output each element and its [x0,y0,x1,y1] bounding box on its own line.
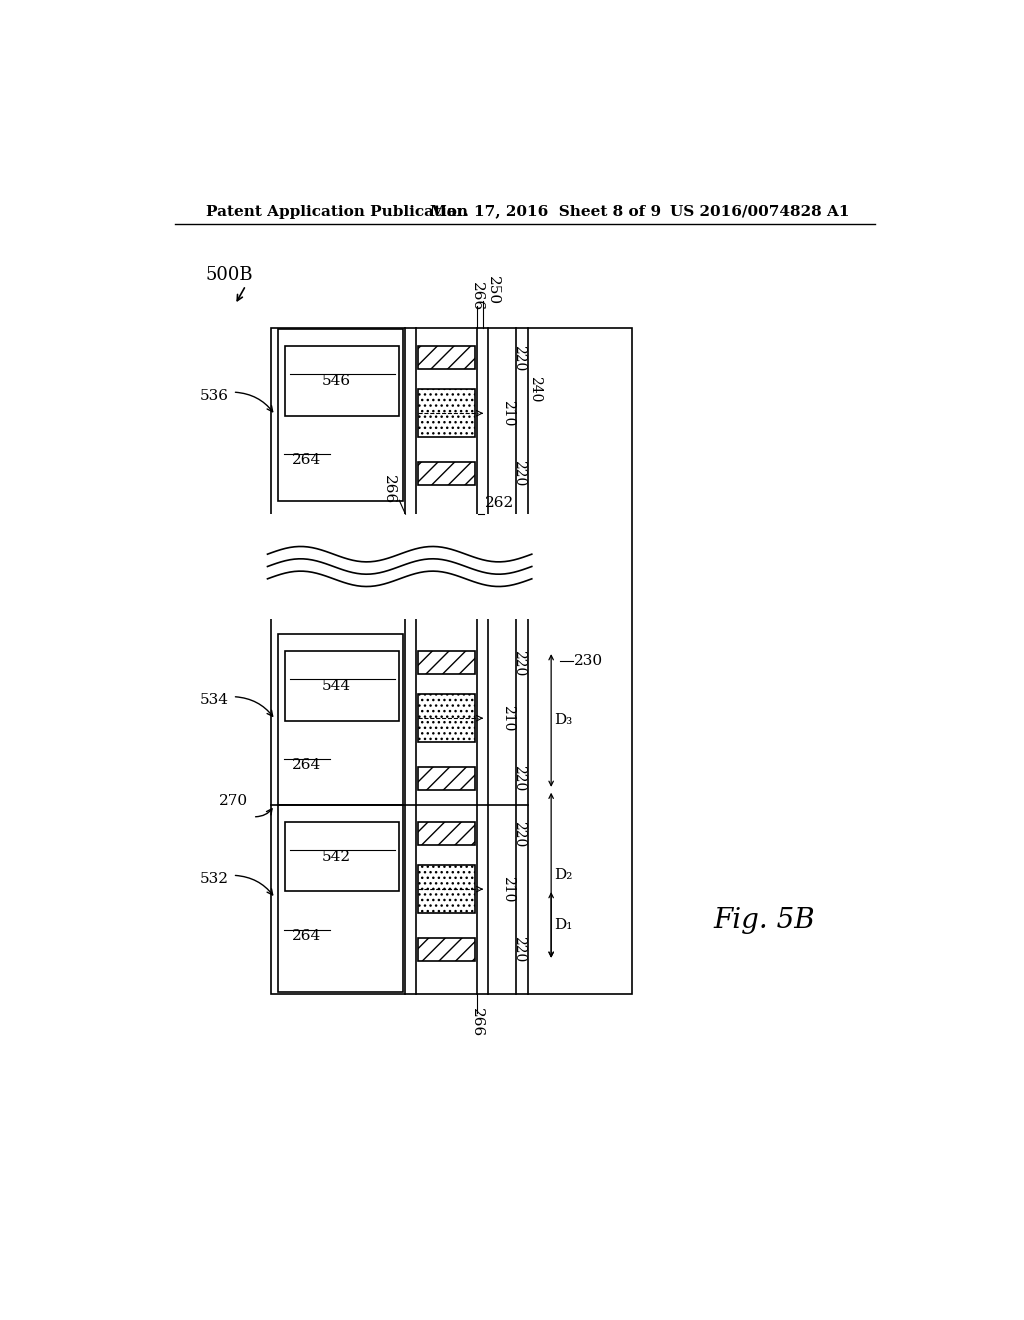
Bar [278,805,403,991]
Text: 220: 220 [512,345,526,371]
Bar [286,822,399,891]
Bar [418,694,475,742]
Bar [418,346,475,370]
Bar [263,515,536,619]
Text: Fig. 5B: Fig. 5B [713,907,815,935]
Bar [418,822,475,845]
Text: D₃: D₃ [554,714,572,727]
Bar [278,330,403,502]
Text: 262: 262 [484,496,514,511]
Text: D₁: D₁ [554,917,572,932]
Bar [286,651,399,721]
Text: Mar. 17, 2016  Sheet 8 of 9: Mar. 17, 2016 Sheet 8 of 9 [430,205,662,219]
Text: Patent Application Publication: Patent Application Publication [206,205,468,219]
Text: 240: 240 [528,376,542,403]
Text: 210: 210 [502,876,515,903]
Text: 210: 210 [502,705,515,731]
Bar [418,937,475,961]
Text: 532: 532 [200,873,228,886]
Bar [418,767,475,789]
Text: 266: 266 [470,1008,483,1038]
Text: 220: 220 [512,649,526,676]
Text: 210: 210 [502,400,515,426]
Text: 534: 534 [200,693,228,708]
Text: 542: 542 [322,850,350,863]
Bar [278,635,403,805]
Text: 230: 230 [574,653,603,668]
Bar [271,327,632,994]
Text: US 2016/0074828 A1: US 2016/0074828 A1 [671,205,850,219]
Text: 544: 544 [322,678,350,693]
Text: 220: 220 [512,821,526,847]
Text: 264: 264 [293,758,322,772]
Text: 266: 266 [470,282,483,312]
Text: D₂: D₂ [554,869,572,882]
Text: 264: 264 [293,453,322,467]
Text: 500B: 500B [206,267,253,284]
Bar [418,651,475,675]
Text: 266: 266 [382,475,396,504]
Text: 546: 546 [322,374,350,388]
Text: 536: 536 [200,389,228,403]
Text: 220: 220 [512,766,526,792]
Bar [418,389,475,437]
Bar [286,346,399,416]
Text: 264: 264 [293,929,322,942]
Text: 270: 270 [219,795,248,808]
Bar [418,462,475,484]
Text: 250: 250 [486,276,500,305]
Bar [418,866,475,913]
Text: 220: 220 [512,461,526,487]
Text: 220: 220 [512,936,526,962]
